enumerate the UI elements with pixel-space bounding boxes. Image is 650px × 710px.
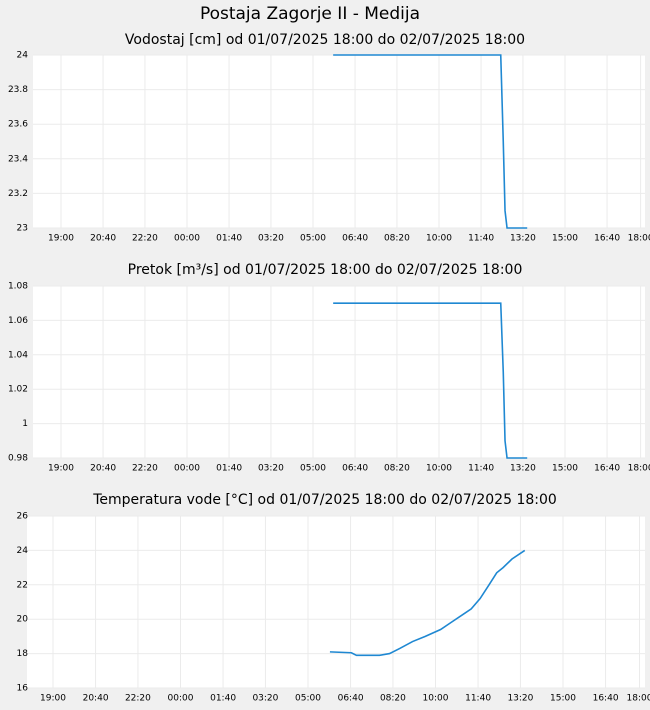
x-tick-label: 16:40 xyxy=(594,464,620,474)
x-tick-label: 00:00 xyxy=(168,694,194,704)
x-tick-label: 20:40 xyxy=(90,234,116,244)
y-tick-label: 24 xyxy=(17,51,29,61)
page-title: Postaja Zagorje II - Medija xyxy=(200,4,420,24)
x-tick-label: 22:20 xyxy=(132,234,158,244)
y-tick-label: 1.06 xyxy=(8,316,28,326)
x-tick-label: 00:00 xyxy=(174,464,200,474)
y-tick-label: 20 xyxy=(17,615,29,625)
x-tick-label: 18:00 xyxy=(628,234,650,244)
y-tick-label: 26 xyxy=(17,512,29,522)
x-tick-label: 10:00 xyxy=(426,464,452,474)
x-tick-label: 19:00 xyxy=(48,464,74,474)
x-tick-label: 11:40 xyxy=(468,234,494,244)
x-tick-label: 19:00 xyxy=(40,694,66,704)
y-tick-label: 1.02 xyxy=(8,385,28,395)
y-tick-label: 23.6 xyxy=(8,120,28,130)
y-tick-label: 1.04 xyxy=(8,350,28,360)
x-tick-label: 01:40 xyxy=(216,234,242,244)
x-tick-label: 22:20 xyxy=(125,694,151,704)
x-tick-label: 11:40 xyxy=(468,464,494,474)
plot-area xyxy=(33,286,645,458)
y-tick-label: 23.8 xyxy=(8,85,28,95)
x-tick-label: 16:40 xyxy=(594,234,620,244)
x-tick-label: 16:40 xyxy=(593,694,619,704)
x-tick-label: 06:40 xyxy=(342,234,368,244)
data-line xyxy=(329,549,526,657)
x-tick-label: 10:00 xyxy=(426,234,452,244)
x-tick-label: 03:20 xyxy=(258,464,284,474)
x-tick-label: 08:20 xyxy=(384,464,410,474)
x-tick-label: 13:20 xyxy=(510,234,536,244)
y-tick-label: 1 xyxy=(22,419,28,429)
y-tick-label: 23.2 xyxy=(8,189,28,199)
y-tick-label: 0.98 xyxy=(8,454,28,464)
x-tick-label: 11:40 xyxy=(465,694,491,704)
x-tick-label: 15:00 xyxy=(550,694,576,704)
x-tick-label: 13:20 xyxy=(507,694,533,704)
x-tick-label: 05:00 xyxy=(295,694,321,704)
y-tick-label: 23.4 xyxy=(8,154,28,164)
x-tick-label: 15:00 xyxy=(552,464,578,474)
x-tick-label: 05:00 xyxy=(300,464,326,474)
x-tick-label: 20:40 xyxy=(90,464,116,474)
x-tick-label: 13:20 xyxy=(510,464,536,474)
x-tick-label: 06:40 xyxy=(342,464,368,474)
y-tick-label: 23 xyxy=(17,224,28,234)
x-tick-label: 08:20 xyxy=(384,234,410,244)
x-tick-label: 06:40 xyxy=(338,694,364,704)
x-tick-label: 05:00 xyxy=(300,234,326,244)
x-tick-label: 03:20 xyxy=(258,234,284,244)
data-line xyxy=(333,54,528,229)
x-tick-label: 01:40 xyxy=(216,464,242,474)
x-tick-label: 19:00 xyxy=(48,234,74,244)
x-tick-label: 20:40 xyxy=(83,694,109,704)
x-tick-label: 00:00 xyxy=(174,234,200,244)
x-tick-label: 18:00 xyxy=(627,694,650,704)
chart-title: Temperatura vode [°C] od 01/07/2025 18:0… xyxy=(92,492,557,508)
y-tick-label: 24 xyxy=(17,546,29,556)
x-tick-label: 18:00 xyxy=(628,464,650,474)
y-tick-label: 16 xyxy=(17,684,29,694)
plot-area xyxy=(27,516,645,688)
x-tick-label: 08:20 xyxy=(380,694,406,704)
x-tick-label: 10:00 xyxy=(423,694,449,704)
x-tick-label: 01:40 xyxy=(210,694,236,704)
plot-area xyxy=(33,55,645,228)
chart-title: Vodostaj [cm] od 01/07/2025 18:00 do 02/… xyxy=(125,32,525,48)
x-tick-label: 15:00 xyxy=(552,234,578,244)
x-tick-label: 03:20 xyxy=(252,694,278,704)
y-tick-label: 18 xyxy=(17,649,29,659)
y-tick-label: 22 xyxy=(17,580,28,590)
y-tick-label: 1.08 xyxy=(8,282,28,292)
data-line xyxy=(333,302,528,459)
chart-title: Pretok [m³/s] od 01/07/2025 18:00 do 02/… xyxy=(128,262,523,278)
x-tick-label: 22:20 xyxy=(132,464,158,474)
